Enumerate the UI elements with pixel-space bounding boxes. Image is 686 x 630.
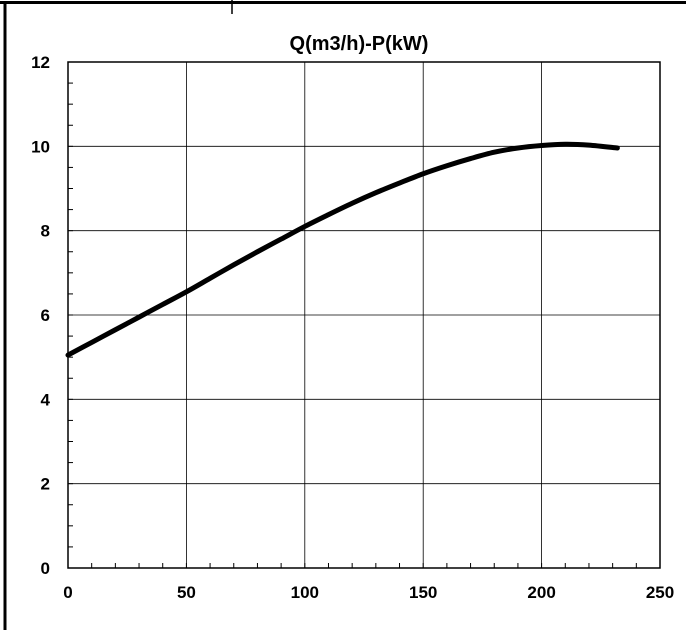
chart-title: Q(m3/h)-P(kW) xyxy=(290,33,429,55)
series-layer xyxy=(65,141,620,358)
y-tick-label: 12 xyxy=(31,53,50,72)
x-tick-label: 250 xyxy=(646,583,674,602)
x-tick-label: 100 xyxy=(291,583,319,602)
x-tick-label: 150 xyxy=(409,583,437,602)
y-tick-label: 0 xyxy=(41,559,50,578)
grid xyxy=(68,62,660,568)
y-tick-label: 4 xyxy=(41,390,51,409)
plot-area xyxy=(67,61,661,569)
y-tick-label: 2 xyxy=(41,475,50,494)
x-axis-ticks: 0 50 100 150 200 250 xyxy=(63,583,674,602)
y-tick-label: 8 xyxy=(41,222,50,241)
y-tick-label: 6 xyxy=(41,306,50,325)
x-tick-label: 0 xyxy=(63,583,72,602)
x-tick-label: 200 xyxy=(527,583,555,602)
y-axis-ticks: 0 2 4 6 8 10 12 xyxy=(31,53,50,578)
y-tick-label: 10 xyxy=(31,137,50,156)
series-line-0 xyxy=(65,141,620,358)
x-tick-label: 50 xyxy=(177,583,196,602)
